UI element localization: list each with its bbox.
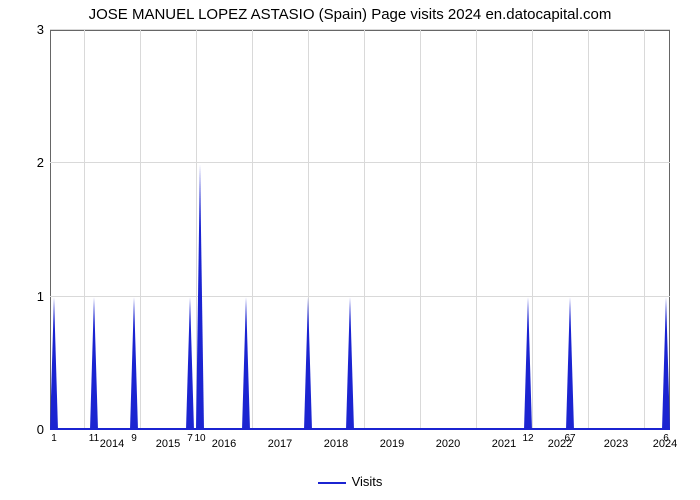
chart-container: { "title": "JOSE MANUEL LOPEZ ASTASIO (S…	[0, 0, 700, 500]
x-tick: 2018	[324, 438, 348, 450]
grid-h	[50, 162, 670, 163]
y-tick: 0	[30, 422, 44, 437]
data-spike	[566, 297, 574, 430]
data-spike	[186, 297, 194, 430]
x-tick: 2021	[492, 438, 516, 450]
data-spike	[130, 297, 138, 430]
point-label: 7	[187, 433, 193, 444]
x-tick: 2014	[100, 438, 124, 450]
baseline	[50, 428, 670, 430]
legend: Visits	[0, 474, 700, 489]
grid-v	[140, 30, 141, 430]
point-label: 67	[564, 433, 575, 444]
grid-h	[50, 296, 670, 297]
point-label: 1	[51, 433, 57, 444]
point-label: 10	[194, 433, 205, 444]
legend-label: Visits	[352, 474, 383, 489]
data-spike	[346, 297, 354, 430]
chart-title: JOSE MANUEL LOPEZ ASTASIO (Spain) Page v…	[0, 6, 700, 23]
point-label: 9	[131, 433, 137, 444]
grid-v	[252, 30, 253, 430]
x-tick: 2019	[380, 438, 404, 450]
y-tick: 2	[30, 155, 44, 170]
legend-swatch	[318, 482, 346, 484]
y-tick: 1	[30, 289, 44, 304]
data-spike	[196, 164, 204, 430]
data-spike	[50, 297, 58, 430]
data-spike	[662, 297, 670, 430]
point-label: 6	[663, 433, 669, 444]
data-spike	[242, 297, 250, 430]
x-tick: 2016	[212, 438, 236, 450]
x-tick: 2017	[268, 438, 292, 450]
grid-v	[644, 30, 645, 430]
x-axis-top	[50, 30, 670, 31]
grid-v	[364, 30, 365, 430]
grid-h	[50, 29, 670, 30]
data-spike	[304, 297, 312, 430]
grid-v	[420, 30, 421, 430]
grid-v	[476, 30, 477, 430]
x-tick: 2023	[604, 438, 628, 450]
x-tick: 2015	[156, 438, 180, 450]
point-label: 11	[89, 433, 99, 444]
point-label: 12	[522, 433, 533, 444]
grid-v	[532, 30, 533, 430]
x-tick: 2020	[436, 438, 460, 450]
grid-v	[588, 30, 589, 430]
grid-v	[84, 30, 85, 430]
data-spike	[90, 297, 98, 430]
data-spike	[524, 297, 532, 430]
y-tick: 3	[30, 22, 44, 37]
plot-area	[50, 30, 670, 430]
